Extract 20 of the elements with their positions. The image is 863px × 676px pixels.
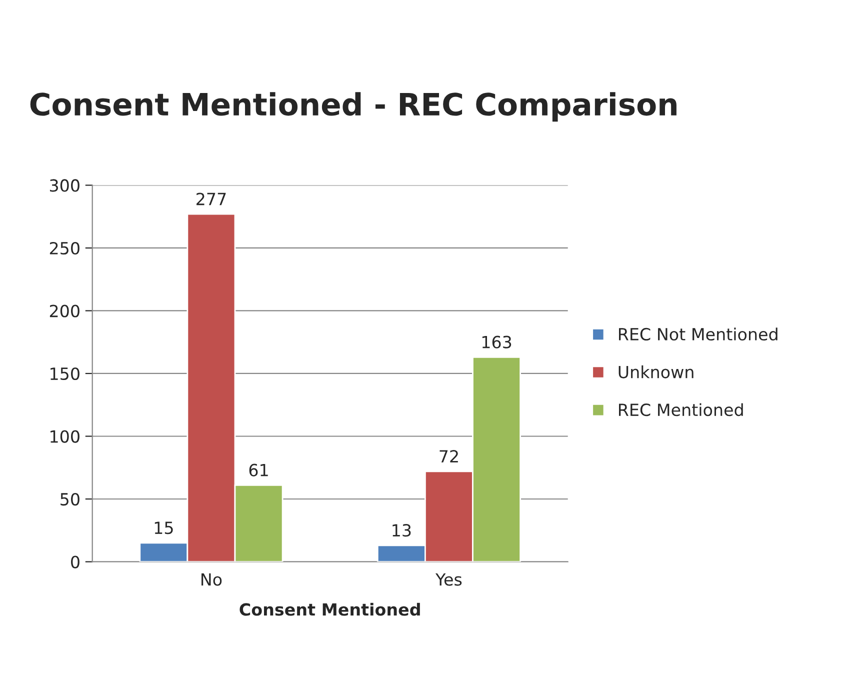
y-tick-label: 250	[50, 242, 80, 255]
y-tick-label: 300	[50, 179, 80, 192]
data-label: 277	[196, 192, 226, 206]
legend-label: Unknown	[618, 365, 694, 378]
legend-label: REC Not Mentioned	[619, 328, 778, 341]
y-tick-label: 100	[50, 430, 80, 443]
data-label: 72	[440, 450, 458, 462]
data-label: 15	[154, 522, 173, 534]
y-tick-label: 150	[50, 367, 80, 380]
y-tick-label: 200	[50, 304, 80, 318]
data-label: 163	[482, 336, 512, 348]
y-tick-label: 0	[71, 556, 80, 568]
data-label: 61	[249, 464, 268, 476]
legend-label: REC Mentioned	[619, 403, 743, 416]
x-tick-label: No	[202, 573, 222, 586]
x-tick-label: Yes	[435, 573, 462, 586]
chart-title: Consent Mentioned - REC Comparison	[30, 92, 676, 122]
x-axis-title: Consent Mentioned	[240, 602, 420, 616]
data-label: 13	[392, 524, 411, 537]
y-tick-label: 50	[60, 492, 80, 506]
